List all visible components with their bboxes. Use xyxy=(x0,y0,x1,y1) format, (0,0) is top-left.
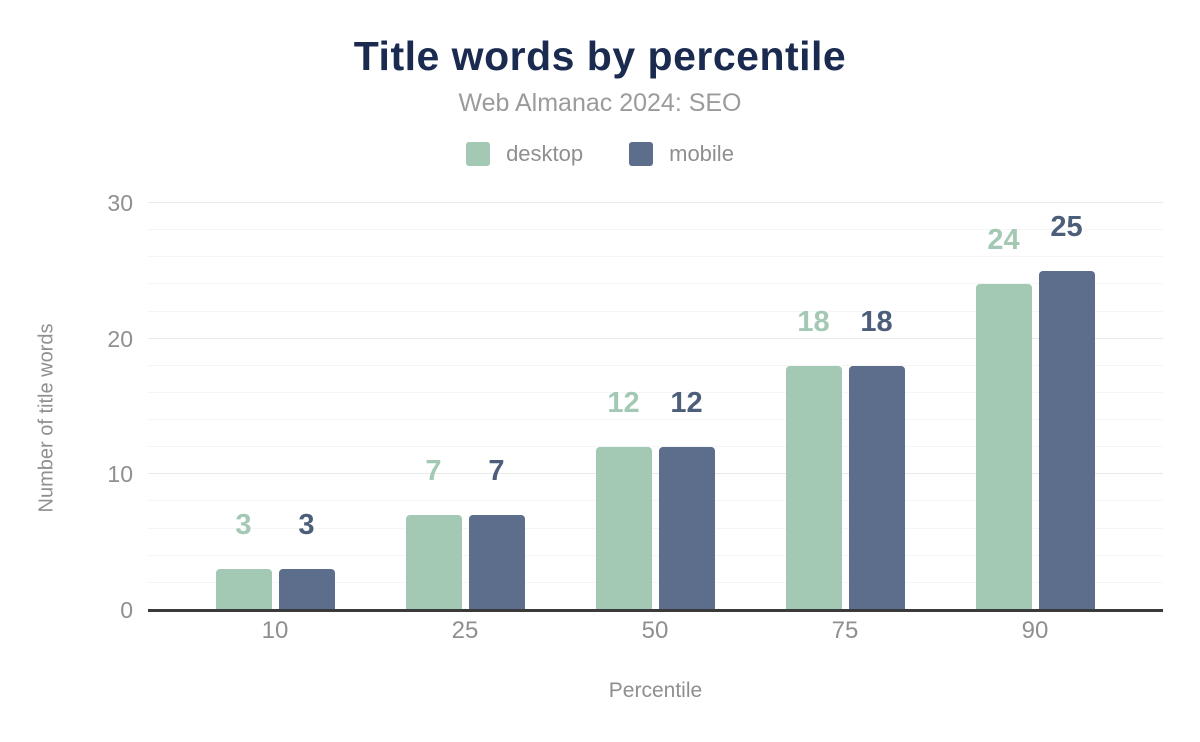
x-tick-25: 25 xyxy=(451,617,479,644)
minor-gridline-16 xyxy=(148,391,1163,393)
legend-label-desktop: desktop xyxy=(506,141,584,166)
major-gridline-10 xyxy=(148,473,1163,475)
bar-mobile-p25 xyxy=(468,515,525,610)
bar-label-desktop-p75: 18 xyxy=(797,305,830,338)
x-tick-10: 10 xyxy=(261,617,289,644)
bar-label-desktop-p25: 7 xyxy=(425,455,442,488)
y-tick-0: 0 xyxy=(120,597,133,623)
minor-gridline-14 xyxy=(148,419,1163,421)
minor-gridline-4 xyxy=(148,554,1163,556)
bar-mobile-p10 xyxy=(278,569,335,610)
minor-gridline-12 xyxy=(148,446,1163,448)
bar-desktop-p50 xyxy=(595,447,652,610)
bar-label-desktop-p10: 3 xyxy=(235,509,252,542)
bar-mobile-p50 xyxy=(658,447,715,610)
minor-gridline-26 xyxy=(148,256,1163,258)
bar-desktop-p75 xyxy=(785,365,842,610)
x-tick-90: 90 xyxy=(1021,617,1049,644)
minor-gridline-6 xyxy=(148,527,1163,529)
bar-desktop-p25 xyxy=(405,515,462,610)
y-tick-30: 30 xyxy=(107,190,133,216)
x-tick-75: 75 xyxy=(831,617,859,644)
major-gridline-30 xyxy=(148,202,1163,203)
y-tick-20: 20 xyxy=(107,325,133,352)
bar-desktop-p90 xyxy=(975,284,1032,610)
bar-desktop-p10 xyxy=(215,569,272,610)
bar-label-desktop-p90: 24 xyxy=(987,224,1020,257)
chart-subtitle: Web Almanac 2024: SEO xyxy=(458,89,742,117)
minor-gridline-8 xyxy=(148,500,1163,502)
x-axis-line xyxy=(148,609,1163,612)
bar-mobile-p90 xyxy=(1038,270,1095,610)
x-axis-title: Percentile xyxy=(608,679,703,702)
minor-gridline-22 xyxy=(148,310,1163,312)
legend: desktop mobile xyxy=(0,141,1200,167)
chart-title: Title words by percentile xyxy=(353,33,847,79)
bar-label-mobile-p10: 3 xyxy=(298,509,315,542)
bar-mobile-p75 xyxy=(848,365,905,610)
bar-label-mobile-p75: 18 xyxy=(860,305,893,338)
legend-label-mobile: mobile xyxy=(669,141,734,166)
legend-item-mobile: mobile xyxy=(629,141,734,167)
legend-swatch-mobile xyxy=(629,142,654,166)
minor-gridline-28 xyxy=(148,229,1163,231)
x-tick-50: 50 xyxy=(641,617,669,644)
major-gridline-20 xyxy=(148,337,1163,339)
legend-item-desktop: desktop xyxy=(466,141,583,167)
bar-label-mobile-p25: 7 xyxy=(488,455,505,488)
legend-swatch-desktop xyxy=(466,142,491,166)
bar-label-desktop-p50: 12 xyxy=(607,387,640,420)
bar-label-mobile-p50: 12 xyxy=(670,387,703,420)
minor-gridline-2 xyxy=(148,581,1163,583)
y-tick-10: 10 xyxy=(107,461,133,488)
minor-gridline-24 xyxy=(148,283,1163,285)
plot-area: 3 3 7 7 12 12 18 18 24 25 xyxy=(148,202,1163,610)
bar-label-mobile-p90: 25 xyxy=(1050,210,1083,243)
minor-gridline-18 xyxy=(148,364,1163,366)
